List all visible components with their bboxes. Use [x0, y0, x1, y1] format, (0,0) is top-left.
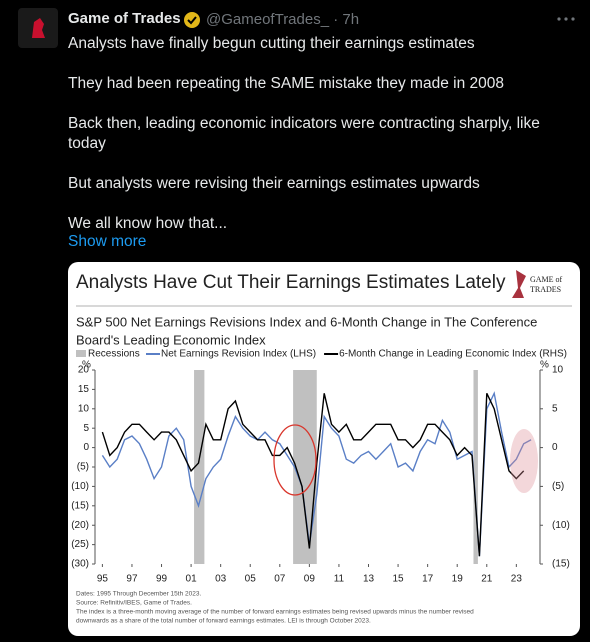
- series-line: [101, 392, 525, 557]
- highlight-2008: [273, 424, 317, 496]
- highlight-2023: [510, 429, 538, 493]
- time[interactable]: 7h: [342, 11, 360, 28]
- paragraph: Back then, leading economic indicators w…: [68, 115, 540, 152]
- y2-tick-label: (5): [552, 481, 564, 492]
- y-tick-label: (15): [71, 500, 89, 511]
- logo-icon: [512, 270, 526, 298]
- y2-tick-label: (15): [552, 559, 570, 570]
- footnotes: Dates: 1995 Through December 15th 2023. S…: [76, 591, 474, 625]
- y-tick-label: (10): [71, 481, 89, 492]
- x-tick-label: 05: [245, 574, 257, 585]
- x-tick-label: 17: [422, 574, 434, 585]
- y-tick-label: (30): [71, 559, 89, 570]
- legend: Recessions Net Earnings Revision Index (L…: [76, 349, 567, 360]
- chart-subtitle: S&P 500 Net Earnings Revisions Index and…: [76, 314, 537, 329]
- y-tick-label: (25): [71, 539, 89, 550]
- recession-band: [194, 370, 205, 564]
- y-tick-label: (20): [71, 520, 89, 531]
- x-tick-label: 19: [452, 574, 464, 585]
- y-tick-label: 10: [78, 403, 90, 414]
- x-tick-label: 11: [334, 574, 345, 585]
- y2-tick-label: (10): [552, 520, 570, 531]
- avatar[interactable]: [18, 8, 58, 48]
- x-tick-label: 01: [186, 574, 198, 585]
- y-tick-label: 15: [78, 384, 90, 395]
- logo-text: GAME of: [530, 275, 563, 284]
- y2-tick-label: 5: [552, 403, 558, 414]
- verified-badge: [184, 12, 200, 28]
- x-tick-label: 23: [511, 574, 523, 585]
- series-line: [101, 391, 532, 557]
- footnote: The index is a three-month moving averag…: [76, 609, 474, 616]
- logo-text: TRADES: [530, 285, 561, 294]
- y2-tick-label: 0: [552, 442, 558, 453]
- legend-label: 6-Month Change in Leading Economic Index…: [339, 349, 567, 360]
- y2-axis-label: %: [540, 360, 549, 371]
- y-tick-label: 0: [83, 442, 89, 453]
- x-tick-label: 21: [481, 574, 493, 585]
- chart-title: Analysts Have Cut Their Earnings Estimat…: [76, 272, 506, 293]
- legend-label: Net Earnings Revision Index (LHS): [161, 349, 316, 360]
- handle[interactable]: @GameofTrades_: [206, 11, 330, 28]
- y-tick-label: 20: [78, 365, 90, 376]
- show-more[interactable]: Show more: [68, 233, 147, 250]
- paragraph: They had been repeating the SAME mistake…: [68, 75, 504, 92]
- chart-subtitle: Board's Leading Economic Index: [76, 332, 266, 347]
- more-menu[interactable]: [556, 14, 576, 24]
- chart-image[interactable]: Analysts Have Cut Their Earnings Estimat…: [68, 262, 580, 636]
- chart: Analysts Have Cut Their Earnings Estimat…: [71, 270, 572, 625]
- x-tick-label: 95: [97, 574, 109, 585]
- y2-tick-label: 10: [552, 365, 564, 376]
- legend-label: Recessions: [88, 349, 140, 360]
- meta: @GameofTrades_ · 7h: [206, 11, 360, 28]
- x-tick-label: 15: [393, 574, 405, 585]
- footnote: Dates: 1995 Through December 15th 2023.: [76, 591, 201, 598]
- paragraph: But analysts were revising their earning…: [68, 175, 480, 192]
- x-tick-label: 97: [126, 574, 138, 585]
- paragraph: We all know how that...: [68, 215, 228, 232]
- plot: 20 15 10 5 0 (5) (10) (15) (20) (25) (30) 10 5 0 (5) (1…: [71, 365, 570, 585]
- y-tick-label: (5): [77, 462, 89, 473]
- x-tick-label: 99: [156, 574, 168, 585]
- x-tick-label: 13: [363, 574, 375, 585]
- y-tick-label: 5: [83, 423, 89, 434]
- tweet-text: Analysts have finally begun cutting thei…: [68, 34, 568, 254]
- footnote: Source: Refinitiv/IBES, Game of Trades.: [76, 600, 192, 607]
- paragraph: Analysts have finally begun cutting thei…: [68, 35, 475, 52]
- recession-band: [473, 370, 478, 564]
- footnote: downwards as a share of the total number…: [76, 618, 371, 625]
- recession-band: [293, 370, 317, 564]
- legend-swatch: [76, 350, 86, 357]
- x-tick-label: 07: [274, 574, 286, 585]
- author-name[interactable]: Game of Trades: [68, 10, 181, 27]
- y-axis-label: %: [82, 360, 91, 371]
- x-tick-label: 09: [304, 574, 316, 585]
- x-tick-label: 03: [215, 574, 227, 585]
